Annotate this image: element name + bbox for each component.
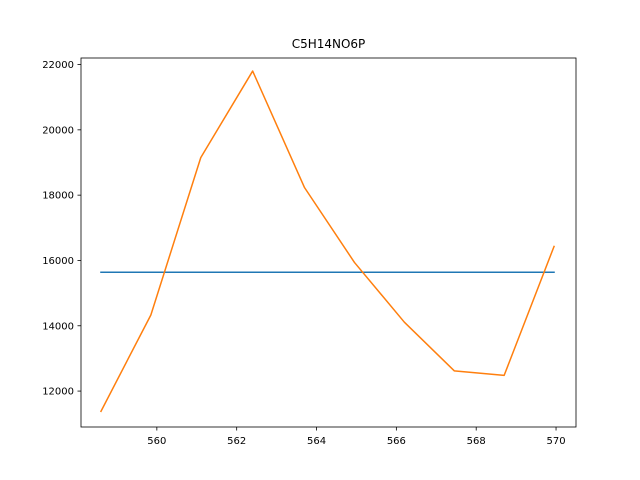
plot-frame [80,57,577,428]
y-tick-label: 14000 [42,321,74,332]
chart-title: C5H14NO6P [292,37,366,51]
series-line-2 [99,70,556,413]
x-tick-label: 568 [467,436,486,447]
y-tick-label: 12000 [42,387,74,398]
x-tick-label: 570 [546,436,565,447]
x-tick-label: 566 [387,436,406,447]
y-tick-label: 18000 [42,191,74,202]
y-tick-label: 22000 [42,60,74,71]
y-axis: 12000 14000 16000 18000 20000 22000 [42,60,81,398]
x-axis: 560 562 564 566 568 570 [147,427,566,447]
y-tick-label: 16000 [42,256,74,267]
x-tick-label: 562 [227,436,246,447]
x-tick-label: 564 [307,436,326,447]
x-tick-label: 560 [147,436,166,447]
y-tick-label: 20000 [42,125,74,136]
series-layer [99,70,556,413]
